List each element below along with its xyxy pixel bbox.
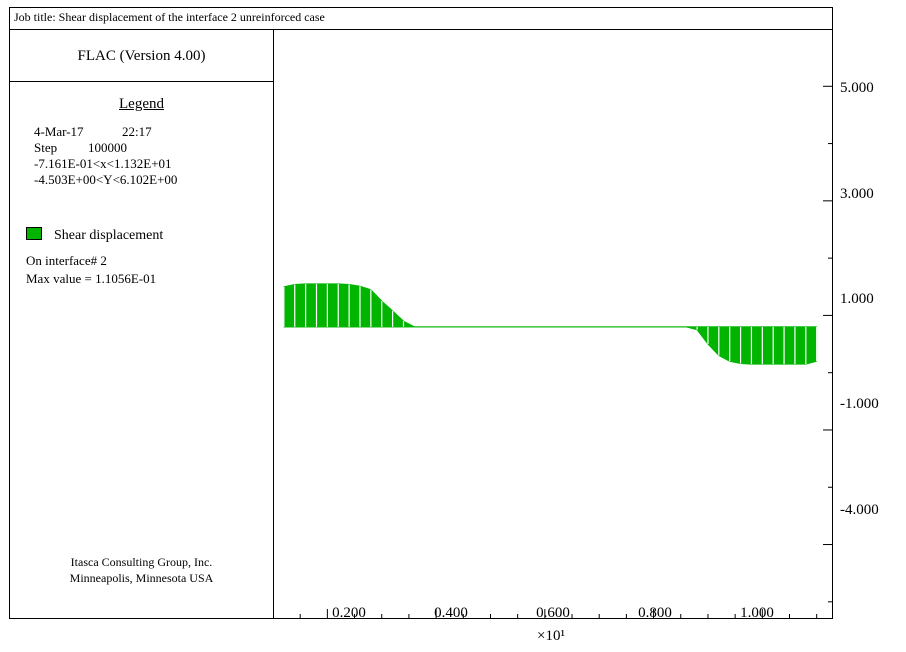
legend-item-label: Shear displacement [54, 228, 164, 243]
version-label: FLAC (Version 4.00) [77, 48, 206, 64]
x-tick-label: 0.400 [434, 605, 468, 621]
legend-y-range: -4.503E+00<Y<6.102E+00 [34, 172, 178, 187]
x-tick-label: 0.800 [638, 605, 672, 621]
legend-date: 4-Mar-17 [34, 124, 84, 139]
footer-company: Itasca Consulting Group, Inc. [70, 555, 213, 569]
y-tick-label: 3.000 [840, 186, 874, 202]
x-tick-label: 1.000 [740, 605, 774, 621]
y-tick-label: -4.000 [840, 502, 879, 518]
legend-x-range: -7.161E-01<x<1.132E+01 [34, 156, 172, 171]
footer-location: Minneapolis, Minnesota USA [69, 571, 214, 585]
y-tick-label: 5.000 [840, 80, 874, 96]
shear-displacement-area [283, 283, 818, 365]
y-tick-label: 1.000 [840, 291, 874, 307]
legend-step-label: Step [34, 140, 58, 155]
legend-time: 22:17 [122, 124, 152, 139]
x-tick-label: 0.200 [332, 605, 366, 621]
job-title: Job title: Shear displacement of the int… [14, 10, 325, 24]
legend-step-value: 100000 [88, 140, 127, 155]
y-tick-label: -1.000 [840, 396, 879, 412]
legend-interface: On interface# 2 [26, 253, 107, 268]
x-tick-label: 0.600 [536, 605, 570, 621]
legend-title: Legend [119, 96, 164, 112]
x-axis-multiplier: ×10¹ [537, 628, 565, 644]
legend-swatch-icon [26, 227, 42, 240]
plot-frame [273, 29, 833, 619]
legend-max-value: Max value = 1.1056E-01 [26, 271, 157, 286]
